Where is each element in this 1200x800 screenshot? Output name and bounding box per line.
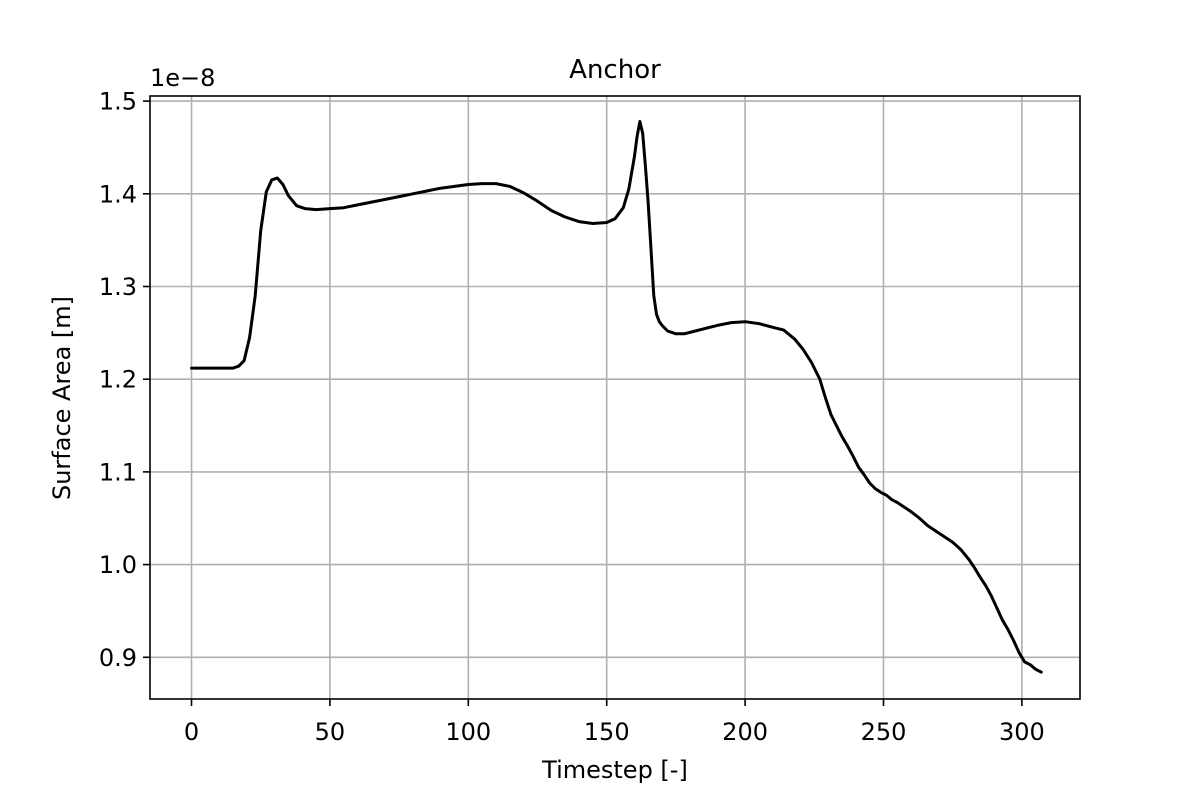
y-tick-label: 1.0 — [99, 551, 137, 579]
x-axis: 0 50 100 150 200 250 300 — [184, 699, 1045, 746]
x-tick-label: 300 — [999, 718, 1045, 746]
y-tick-label: 1.5 — [99, 88, 137, 116]
x-tick-label: 250 — [861, 718, 907, 746]
y-tick-label: 1.2 — [99, 366, 137, 394]
x-tick-label: 200 — [722, 718, 768, 746]
y-tick-label: 1.4 — [99, 180, 137, 208]
y-offset-label: 1e−8 — [150, 64, 215, 92]
y-tick-label: 1.3 — [99, 273, 137, 301]
y-axis: 0.9 1.0 1.1 1.2 1.3 1.4 1.5 — [99, 88, 150, 672]
x-tick-label: 50 — [315, 718, 346, 746]
x-axis-label: Timestep [-] — [541, 756, 688, 784]
x-tick-label: 150 — [584, 718, 630, 746]
series-line — [190, 120, 1043, 674]
grid-lines — [150, 96, 1080, 699]
plot-frame — [149, 95, 1081, 700]
y-tick-label: 1.1 — [99, 458, 137, 486]
y-tick-label: 0.9 — [99, 644, 137, 672]
x-tick-label: 0 — [184, 718, 199, 746]
chart-title: Anchor — [569, 55, 661, 85]
x-tick-label: 100 — [445, 718, 491, 746]
y-axis-label: Surface Area [m] — [48, 296, 76, 500]
